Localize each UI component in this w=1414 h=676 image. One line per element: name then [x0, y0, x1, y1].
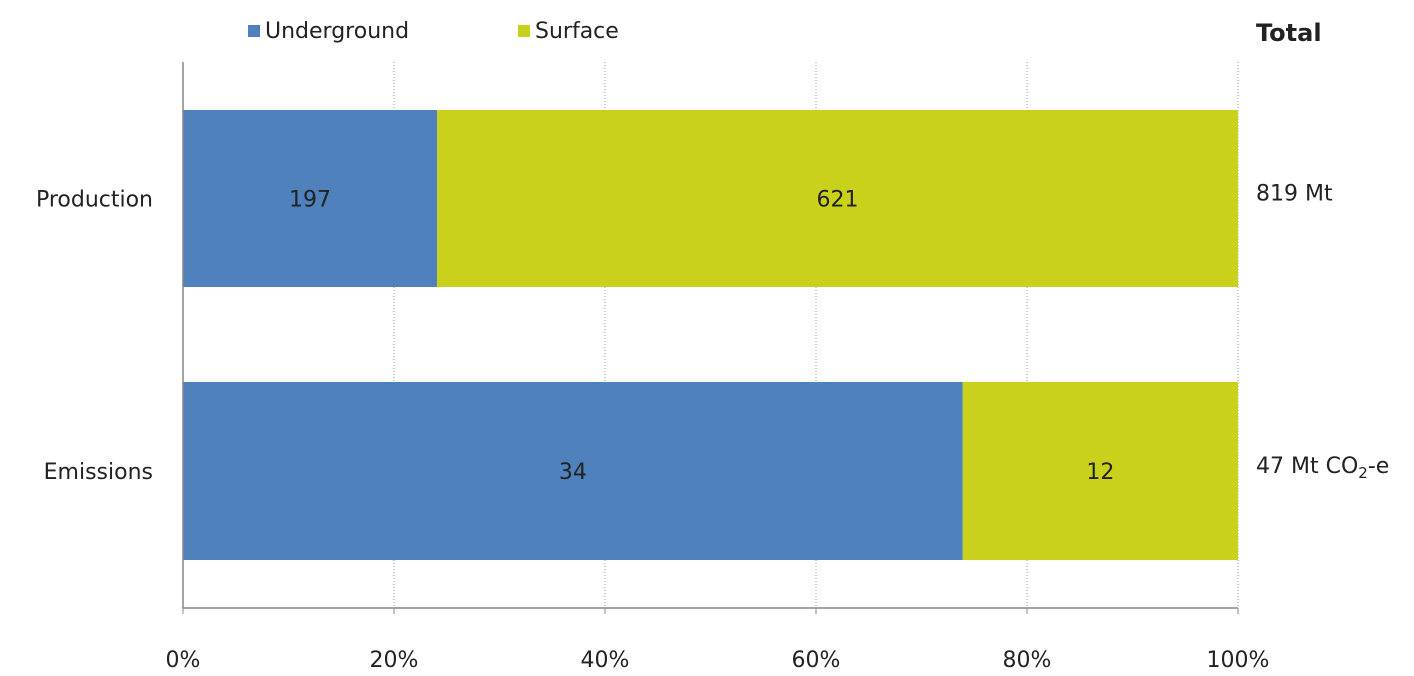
- bar-emissions-underground: [183, 382, 963, 560]
- category-label: Production: [36, 188, 153, 213]
- bars: [183, 110, 1238, 560]
- data-label: 621: [817, 188, 859, 213]
- totals-header: Total: [1256, 19, 1322, 47]
- bar-production-underground: [183, 110, 438, 287]
- legend-label-underground: Underground: [265, 19, 409, 44]
- legend-label-surface: Surface: [535, 19, 619, 44]
- data-label: 12: [1086, 460, 1114, 485]
- x-tick-label: 0%: [166, 648, 201, 672]
- legend: Underground Surface: [248, 19, 619, 44]
- labels: 0% 20% 40% 60% 80% 100% 197 621 Production 819 Mt…: [36, 19, 1389, 673]
- x-tick-label: 100%: [1207, 648, 1270, 672]
- data-label: 197: [289, 188, 331, 213]
- total-label: 819 Mt: [1256, 182, 1333, 207]
- x-tick-label: 20%: [370, 648, 419, 672]
- x-tick-label: 60%: [792, 648, 841, 672]
- bar-production-surface: [437, 110, 1238, 287]
- data-label: 34: [559, 460, 587, 485]
- category-label: Emissions: [44, 460, 153, 485]
- legend-swatch-surface: [518, 25, 530, 37]
- axes: [182, 62, 1239, 614]
- x-tick-label: 40%: [581, 648, 630, 672]
- x-tick-label: 80%: [1003, 648, 1052, 672]
- total-label: 47 Mt CO2-e: [1256, 454, 1389, 482]
- legend-swatch-underground: [248, 25, 260, 37]
- bar-emissions-surface: [962, 382, 1238, 560]
